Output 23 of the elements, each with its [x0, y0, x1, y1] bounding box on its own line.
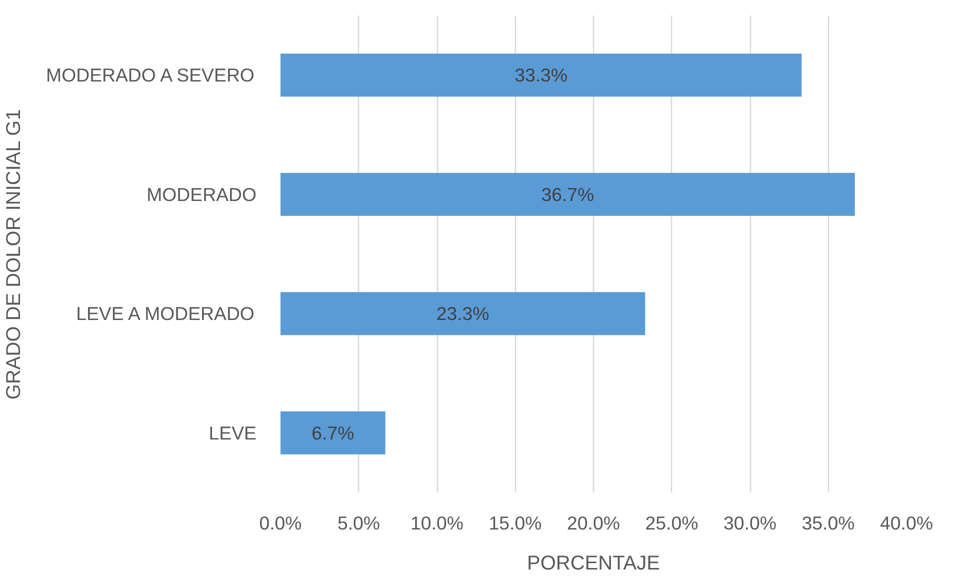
x-tick-label: 35.0% — [802, 512, 855, 534]
x-tick-label: 25.0% — [645, 512, 698, 534]
x-tick-label: 10.0% — [410, 512, 464, 534]
data-label: 6.7% — [312, 422, 354, 444]
y-axis-title: GRADO DE DOLOR INICIAL G1 — [3, 109, 26, 400]
y-tick-label: MODERADO — [146, 184, 257, 205]
x-tick-label: 40.0% — [880, 512, 933, 534]
bar — [280, 411, 386, 454]
x-tick-label: 20.0% — [567, 512, 620, 534]
data-label: 33.3% — [514, 64, 568, 86]
data-label: 36.7% — [541, 184, 594, 205]
x-tick-label: 5.0% — [337, 512, 380, 534]
bar — [280, 292, 646, 336]
bar — [280, 172, 855, 216]
y-tick-label: LEVE — [208, 422, 257, 444]
data-label: 23.3% — [436, 303, 490, 324]
y-tick-label: LEVE A MODERADO — [76, 303, 254, 324]
x-axis-title: PORCENTAJE — [527, 552, 660, 574]
bar — [280, 54, 802, 97]
x-tick-label: 30.0% — [724, 512, 776, 534]
y-tick-label: MODERADO A SEVERO — [46, 64, 254, 86]
x-tick-label: 15.0% — [488, 512, 542, 534]
x-tick-label: 0.0% — [259, 512, 302, 534]
